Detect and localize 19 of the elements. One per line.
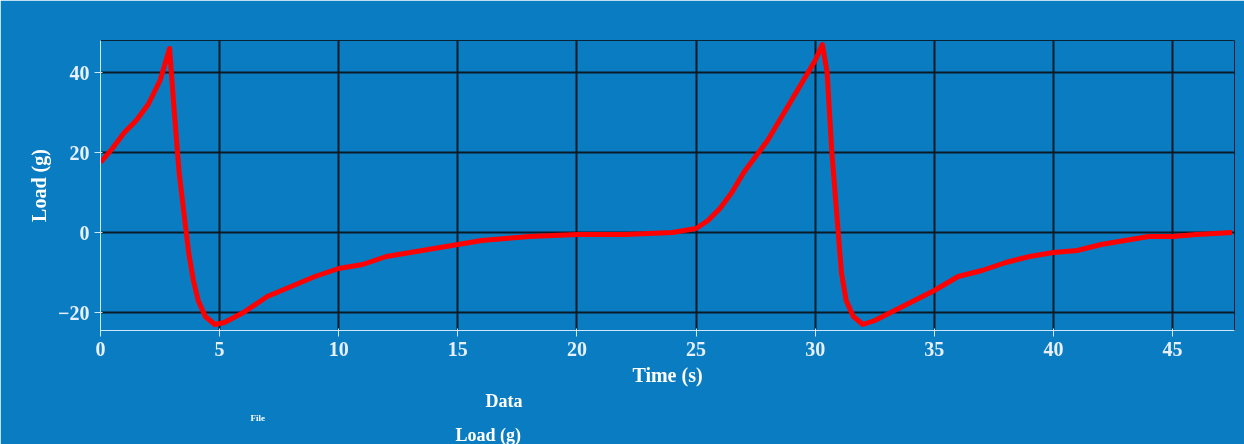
x-tick-label: 25	[686, 337, 707, 360]
x-tick-label: 30	[805, 337, 826, 360]
y-tick-label: 0	[79, 221, 90, 244]
x-tick-label: 0	[95, 337, 106, 360]
y-tick-label: 40	[69, 61, 90, 84]
x-tick-label: 15	[447, 337, 468, 360]
x-tick-label: 5	[214, 337, 225, 360]
x-tick-label: 40	[1043, 337, 1064, 360]
x-tick-label: 10	[328, 337, 349, 360]
x-axis-title: Time (s)	[632, 363, 703, 387]
x-tick-label: 20	[566, 337, 587, 360]
y-tick-label: −20	[58, 301, 90, 324]
text: Data	[485, 390, 523, 411]
x-tick-label: 45	[1162, 337, 1183, 360]
text: Load (g)	[455, 424, 522, 444]
x-tick-label: 35	[924, 337, 945, 360]
text: File	[250, 412, 265, 423]
y-tick-label: 20	[69, 141, 90, 164]
y-axis-title: Load (g)	[28, 149, 52, 222]
